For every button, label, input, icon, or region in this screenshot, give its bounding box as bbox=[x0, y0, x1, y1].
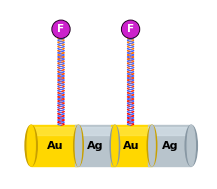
Circle shape bbox=[122, 20, 140, 38]
Bar bbox=[111, 125, 152, 166]
Ellipse shape bbox=[112, 125, 118, 166]
Bar bbox=[111, 126, 152, 136]
Text: Au: Au bbox=[123, 141, 140, 151]
Bar bbox=[31, 126, 79, 136]
Circle shape bbox=[123, 21, 139, 37]
Ellipse shape bbox=[74, 125, 83, 166]
Ellipse shape bbox=[187, 125, 195, 166]
Ellipse shape bbox=[185, 125, 197, 166]
Text: Ag: Ag bbox=[87, 141, 103, 151]
Ellipse shape bbox=[147, 125, 157, 166]
Ellipse shape bbox=[149, 125, 155, 166]
Ellipse shape bbox=[27, 125, 35, 166]
Ellipse shape bbox=[110, 125, 120, 166]
Text: Au: Au bbox=[47, 141, 63, 151]
Bar bbox=[148, 125, 191, 166]
Bar bbox=[148, 126, 191, 136]
Circle shape bbox=[53, 21, 69, 37]
Text: F: F bbox=[127, 24, 134, 34]
Ellipse shape bbox=[75, 125, 82, 166]
Bar bbox=[31, 125, 79, 166]
Text: F: F bbox=[58, 24, 65, 34]
Bar bbox=[75, 125, 115, 166]
Bar bbox=[75, 126, 115, 136]
Ellipse shape bbox=[25, 125, 37, 166]
Text: Ag: Ag bbox=[161, 141, 178, 151]
Circle shape bbox=[52, 20, 70, 38]
